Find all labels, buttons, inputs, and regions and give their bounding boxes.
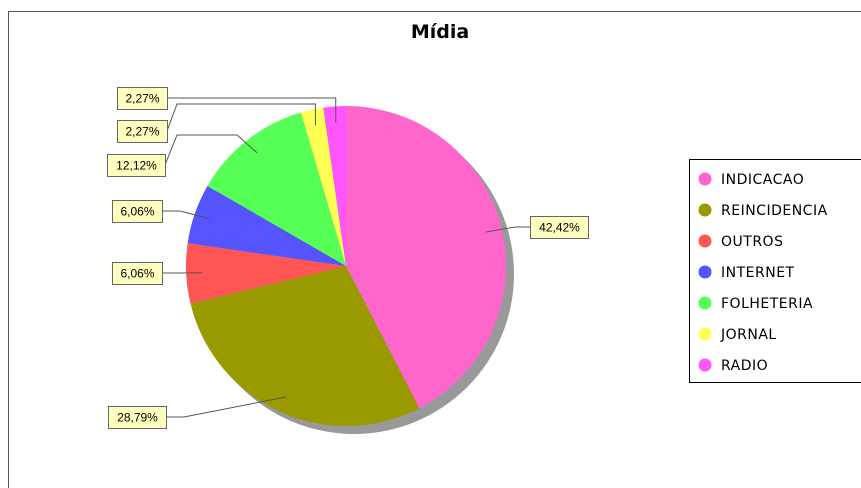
legend-swatch-outros: [698, 234, 712, 248]
legend-swatch-jornal: [698, 327, 712, 341]
data-label-internet: 6,06%: [120, 205, 154, 219]
pie-slice-indicacao: [346, 106, 507, 409]
legend-label-reincidencia: REINCIDENCIA: [721, 203, 828, 219]
legend-box: [689, 159, 861, 383]
legend-label-radio: RADIO: [721, 358, 768, 374]
data-label-reincidencia: 28,79%: [117, 411, 158, 425]
data-label-box-indicacao: [530, 216, 589, 239]
legend-label-outros: OUTROS: [721, 234, 783, 250]
legend-swatch-reincidencia: [698, 203, 712, 217]
data-label-folheteria: 12,12%: [116, 159, 157, 173]
data-label-box-internet: [112, 200, 163, 223]
pie-slice-outros: [185, 243, 346, 304]
data-label-box-jornal: [117, 120, 168, 143]
data-label-box-folheteria: [107, 154, 166, 177]
legend-label-internet: INTERNET: [721, 265, 795, 281]
pie-slice-folheteria: [207, 112, 346, 266]
legend-label-folheteria: FOLHETERIA: [721, 296, 813, 312]
pie-slice-reincidencia: [190, 266, 420, 426]
data-label-box-radio: [117, 87, 168, 110]
legend-label-indicacao: INDICACAO: [721, 172, 804, 188]
leader-line-internet: [162, 210, 211, 220]
legend-label-jornal: JORNAL: [720, 327, 777, 343]
chart-title: Mídia: [411, 21, 469, 43]
leader-line-reincidencia: [166, 396, 287, 418]
data-label-box-outros: [112, 262, 163, 285]
leader-line-radio: [167, 97, 337, 123]
leader-line-indicacao: [485, 226, 530, 233]
data-label-radio: 2,27%: [125, 92, 159, 106]
leader-line-jornal: [166, 103, 316, 132]
data-label-outros: 6,06%: [120, 267, 154, 281]
leader-line-folheteria: [164, 134, 258, 166]
pie-slices: [185, 106, 507, 426]
pie-slice-radio: [323, 106, 346, 266]
data-labels: 42,42% 28,79% 6,06% 6,06% 12,12% 2,27% 2,27%: [107, 87, 589, 429]
data-label-jornal: 2,27%: [125, 125, 159, 139]
data-label-box-reincidencia: [108, 406, 167, 429]
legend: INDICACAO REINCIDENCIA OUTROS INTERNET FOLHE…: [689, 159, 861, 383]
pie-slice-jornal: [300, 107, 346, 266]
data-label-indicacao: 42,42%: [539, 221, 580, 235]
legend-swatch-indicacao: [698, 172, 712, 186]
pie-slice-internet: [187, 185, 346, 266]
label-leaders: [162, 97, 530, 418]
legend-swatch-radio: [698, 358, 712, 372]
legend-swatch-internet: [698, 265, 712, 279]
legend-swatch-folheteria: [698, 296, 712, 310]
